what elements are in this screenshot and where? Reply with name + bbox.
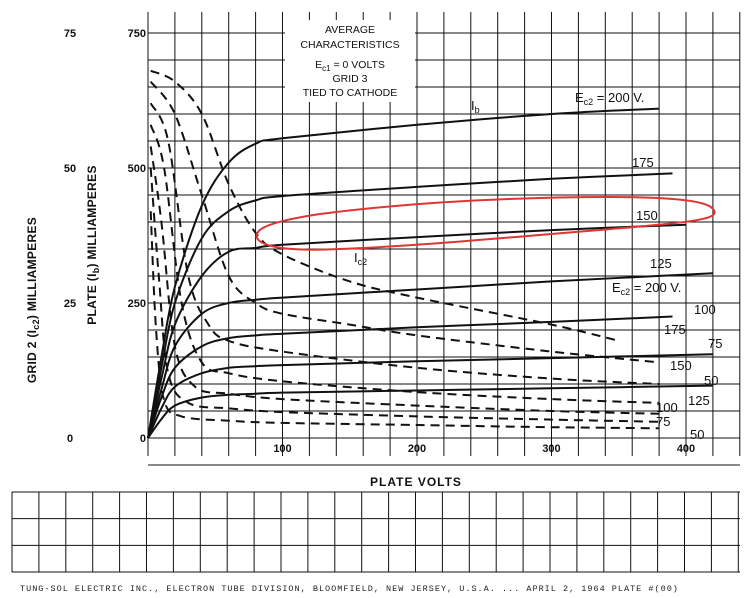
grid-y-tick-label: 50	[64, 163, 76, 175]
plate-y-tick-label: 250	[128, 298, 146, 310]
lower-grid-table	[11, 491, 740, 573]
grid2-curve-ec2-125	[149, 124, 660, 404]
y-axis-title-plate: PLATE (Ib) MILLIAMPERES	[85, 165, 101, 325]
plate-curve-ec2-150	[147, 223, 687, 439]
y-axis-title-grid: GRID 2 (Ic2) MILLIAMPERES	[25, 217, 41, 383]
plate-curve-label-ib: Ib	[471, 98, 480, 115]
grid2-label-ec2-150: 150	[670, 358, 692, 373]
plate-curve-ec2-125	[147, 272, 713, 439]
grid-y-tick-label: 25	[64, 298, 76, 310]
plate-curve-ec2-75	[147, 353, 713, 439]
x-tick-label: 200	[408, 443, 426, 455]
plate-label-ec2-75: 75	[708, 336, 722, 351]
grid2-curve-ec2-100	[149, 146, 660, 415]
grid2-label-ec2-75: 75	[656, 414, 670, 429]
plate-label-ec2-125: 125	[650, 256, 672, 271]
grid2-label-ec2-200: Ec2 = 200 V.	[612, 280, 681, 297]
title-line-3: Ec1 = 0 VOLTS	[315, 59, 385, 73]
grid2-label-ec2-125: 125	[688, 393, 710, 408]
grid2-curve-ec2-75	[149, 167, 660, 423]
grid2-curve-ec2-150	[149, 102, 660, 385]
plate-label-ec2-100: 100	[694, 302, 716, 317]
axis-tick-labels: 100 200 300 400 0 250 500 750 0 25 50 75	[64, 28, 695, 455]
plate-label-ec2-200: Ec2 = 200 V.	[575, 90, 644, 107]
plate-curve-ec2-50	[147, 384, 713, 439]
plate-label-ec2-175: 175	[632, 155, 654, 170]
x-tick-label: 400	[677, 443, 695, 455]
grid2-current-curves	[149, 69, 660, 430]
red-annotation-ellipse	[255, 196, 716, 251]
plate-label-ec2-150: 150	[636, 208, 658, 223]
title-line-1: AVERAGE	[325, 24, 375, 36]
plate-label-ec2-50: 50	[704, 373, 718, 388]
grid-y-tick-label: 0	[67, 433, 73, 445]
plate-y-tick-label: 500	[128, 163, 146, 175]
x-tick-label: 100	[273, 443, 291, 455]
grid2-curve-ec2-50	[149, 211, 660, 430]
grid2-curve-ec2-200	[150, 69, 620, 342]
plate-curve-ec2-175	[147, 172, 673, 439]
x-axis-title: PLATE VOLTS	[370, 475, 462, 489]
grid2-label-ec2-100: 100	[656, 400, 678, 415]
plate-y-tick-label: 0	[140, 433, 146, 445]
grid2-label-ec2-50: 50	[690, 427, 704, 442]
grid2-curve-label-ic2: Ic2	[354, 250, 367, 267]
title-line-2: CHARACTERISTICS	[300, 39, 399, 51]
grid-y-tick-label: 75	[64, 28, 76, 40]
grid2-label-ec2-175: 175	[664, 322, 686, 337]
plot-grid	[147, 12, 741, 466]
title-box: AVERAGE CHARACTERISTICS Ec1 = 0 VOLTS GR…	[285, 20, 415, 102]
plate-current-curves	[147, 107, 713, 439]
x-tick-label: 300	[542, 443, 560, 455]
title-line-4: GRID 3	[332, 73, 367, 85]
grid2-curve-ec2-175	[149, 80, 660, 364]
plate-curve-ec2-200	[147, 107, 660, 439]
plate-y-tick-label: 750	[128, 28, 146, 40]
title-line-5: TIED TO CATHODE	[303, 87, 398, 99]
plate-curve-ec2-100	[147, 315, 673, 439]
footer-text: TUNG-SOL ELECTRIC INC., ELECTRON TUBE DI…	[20, 584, 679, 593]
